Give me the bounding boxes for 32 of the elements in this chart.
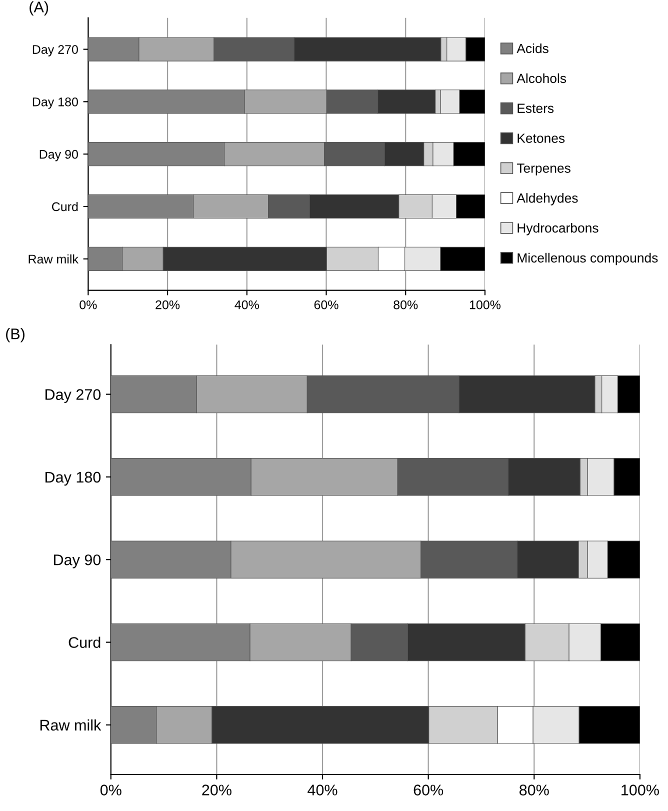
legend-label: Alcohols (516, 73, 566, 84)
x-tick-label: 60% (414, 784, 444, 796)
x-tick-label: 0% (100, 784, 122, 796)
legend-label: Micellenous compounds (518, 252, 658, 266)
x-tick-label: 100% (470, 300, 501, 310)
y-tick-label: Raw milk (28, 254, 78, 264)
x-tick-label: 20% (156, 300, 180, 310)
y-tick-label: Day 180 (32, 97, 78, 109)
y-tick-label: Day 90 (54, 554, 101, 568)
legend-label: Ketones (518, 134, 565, 143)
x-tick-label: 40% (234, 300, 259, 310)
x-tick-label: 80% (520, 784, 549, 796)
chart-title: (A) (30, 1, 48, 16)
legend-label: Terpenes (516, 164, 570, 176)
y-tick-label: Day 270 (32, 45, 78, 56)
x-tick-label: 0% (80, 300, 97, 310)
y-tick-label: Curd (52, 202, 78, 212)
legend-label: Acids (516, 43, 548, 54)
legend-label: Hydrocarbons (518, 222, 598, 236)
x-tick-label: 60% (314, 300, 338, 310)
legend-label: Esters (518, 104, 554, 113)
y-tick-label: Day 90 (40, 150, 78, 162)
y-tick-label: Day 270 (46, 389, 101, 403)
chart-title: (B) (6, 328, 24, 342)
x-tick-label: 100% (622, 784, 659, 796)
y-tick-label: Curd (68, 636, 100, 648)
legend-label: Aldehydes (516, 193, 578, 206)
y-tick-label: Day 180 (46, 472, 101, 486)
x-tick-label: 40% (308, 784, 338, 796)
x-tick-label: 80% (394, 300, 418, 310)
y-tick-label: Raw milk (40, 719, 102, 731)
x-tick-label: 20% (202, 784, 232, 796)
